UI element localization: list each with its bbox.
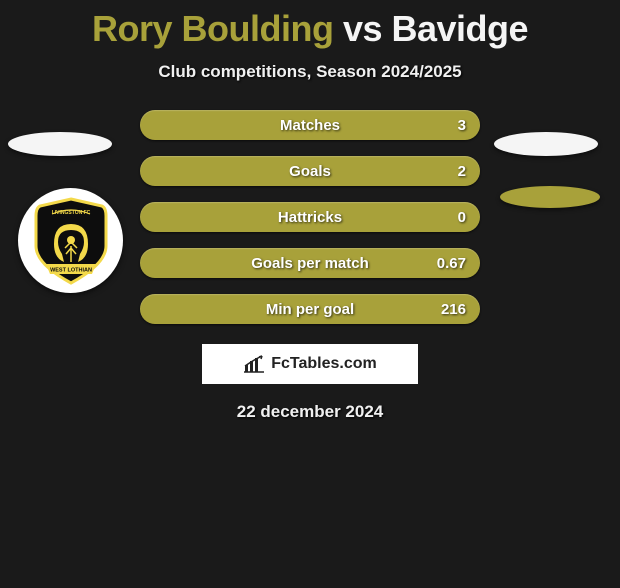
subtitle: Club competitions, Season 2024/2025 bbox=[0, 62, 620, 82]
date: 22 december 2024 bbox=[0, 402, 620, 422]
title-left: Rory Boulding bbox=[92, 8, 333, 49]
club-badge: LIVINGSTON FC WEST LOTHIAN bbox=[18, 188, 123, 293]
title-vs: vs bbox=[333, 8, 391, 49]
stat-row: Matches 3 bbox=[140, 110, 480, 140]
stat-value: 3 bbox=[458, 117, 466, 134]
page-title: Rory Boulding vs Bavidge bbox=[0, 8, 620, 50]
fctables-logo: FcTables.com bbox=[202, 344, 418, 384]
badge-text-bottom: WEST LOTHIAN bbox=[50, 267, 92, 273]
stat-row: Min per goal 216 bbox=[140, 294, 480, 324]
stat-label: Goals per match bbox=[251, 255, 369, 272]
oval-right-bottom bbox=[500, 186, 600, 208]
stat-row: Goals 2 bbox=[140, 156, 480, 186]
stat-row: Goals per match 0.67 bbox=[140, 248, 480, 278]
bar-chart-icon bbox=[243, 355, 265, 373]
shield-icon: LIVINGSTON FC WEST LOTHIAN bbox=[32, 196, 110, 286]
stat-label: Hattricks bbox=[278, 209, 342, 226]
stat-value: 2 bbox=[458, 163, 466, 180]
stat-label: Matches bbox=[280, 117, 340, 134]
fctables-text: FcTables.com bbox=[271, 355, 377, 373]
stat-label: Goals bbox=[289, 163, 331, 180]
title-right: Bavidge bbox=[391, 8, 528, 49]
oval-right-top bbox=[494, 132, 598, 156]
stat-label: Min per goal bbox=[266, 301, 354, 318]
stat-row: Hattricks 0 bbox=[140, 202, 480, 232]
stat-value: 0 bbox=[458, 209, 466, 226]
badge-text-top: LIVINGSTON FC bbox=[51, 210, 90, 216]
oval-left bbox=[8, 132, 112, 156]
stat-value: 0.67 bbox=[437, 255, 466, 272]
stat-value: 216 bbox=[441, 301, 466, 318]
